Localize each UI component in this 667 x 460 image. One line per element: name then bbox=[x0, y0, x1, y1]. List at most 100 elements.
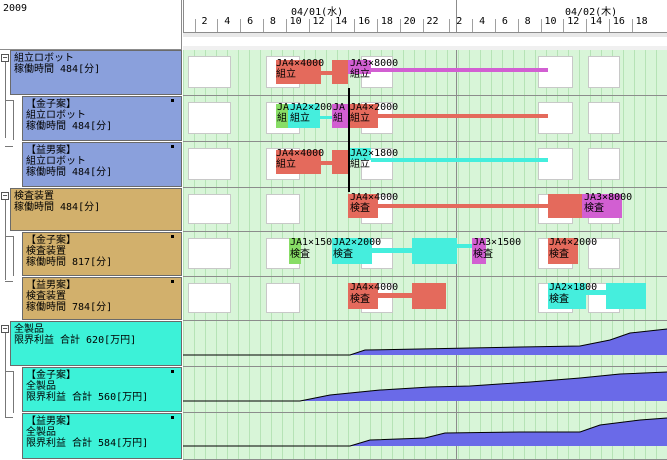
grid-line bbox=[194, 367, 195, 412]
non-working-block bbox=[538, 102, 573, 134]
task-bar-ja3[interactable] bbox=[332, 104, 348, 128]
grid-line bbox=[194, 413, 195, 459]
grid-line bbox=[183, 367, 184, 412]
time-cursor[interactable] bbox=[348, 88, 350, 192]
grid-line bbox=[304, 277, 305, 320]
hour-tick bbox=[631, 19, 633, 32]
task-link[interactable] bbox=[372, 248, 412, 253]
grid-line bbox=[513, 188, 514, 231]
row-label-masuo-assembly[interactable]: 【益男案】 組立ロボット 稼働時間 484[分] bbox=[22, 142, 182, 187]
grid-line bbox=[227, 367, 228, 412]
tree-line bbox=[5, 417, 13, 418]
timeline-row[interactable] bbox=[183, 50, 667, 96]
hour-tick bbox=[472, 19, 474, 32]
collapse-toggle[interactable]: − bbox=[1, 324, 9, 333]
grid-line bbox=[623, 188, 624, 231]
grid-line bbox=[282, 321, 283, 366]
row-label-kaneko-profit[interactable]: 【金子案】 全製品 限界利益 合計 560[万円] bbox=[22, 367, 182, 412]
grid-line bbox=[326, 277, 327, 320]
grid-line bbox=[403, 188, 404, 231]
profit-line-kaneko bbox=[183, 371, 667, 402]
task-bar-ja3[interactable] bbox=[348, 60, 371, 74]
row-label-line: 【益男案】 bbox=[26, 416, 76, 427]
task-bar-ja4[interactable] bbox=[412, 283, 446, 309]
task-bar-ja3-tail[interactable] bbox=[371, 68, 548, 72]
task-link[interactable] bbox=[321, 161, 332, 165]
row-label-inspection[interactable]: 検査装置 稼働時間 484[分] bbox=[10, 188, 182, 231]
task-label: JA4×4000 bbox=[276, 148, 325, 159]
grid-line bbox=[645, 188, 646, 231]
tree-line bbox=[5, 146, 13, 147]
grid-line bbox=[502, 142, 503, 187]
grid-line bbox=[403, 96, 404, 141]
row-label-masuo-profit[interactable]: 【益男案】 全製品 限界利益 合計 584[万円] bbox=[22, 413, 182, 459]
grid-line bbox=[337, 413, 338, 459]
hour-tick-label: 8 bbox=[269, 16, 276, 27]
tree-line bbox=[5, 371, 13, 372]
task-bar-ja1[interactable] bbox=[276, 104, 288, 128]
grid-line bbox=[414, 413, 415, 459]
task-link[interactable] bbox=[378, 293, 412, 298]
task-bar-ja4[interactable] bbox=[548, 238, 578, 264]
task-bar-ja2-tail[interactable] bbox=[371, 158, 548, 162]
grid-line bbox=[271, 367, 272, 412]
task-bar-ja4[interactable] bbox=[276, 150, 321, 174]
collapse-toggle[interactable]: − bbox=[1, 53, 9, 62]
task-label: 検査 bbox=[333, 249, 353, 260]
row-label-assembly-robot[interactable]: 組立ロボット 稼働時間 484[分] bbox=[10, 50, 182, 95]
grid-line bbox=[458, 96, 459, 141]
row-label-line: 全製品 bbox=[14, 324, 44, 335]
task-bar-ja4[interactable] bbox=[276, 60, 321, 84]
row-label-masuo-inspection[interactable]: 【益男案】 検査装置 稼働時間 784[分] bbox=[22, 277, 182, 320]
task-bar-ja1[interactable] bbox=[289, 238, 301, 264]
row-label-kaneko-inspection[interactable]: 【金子案】 検査装置 稼働時間 817[分] bbox=[22, 232, 182, 276]
timeline-row[interactable] bbox=[183, 321, 667, 367]
grid-line bbox=[271, 413, 272, 459]
task-link[interactable] bbox=[457, 244, 472, 248]
row-label-all-products[interactable]: 全製品 限界利益 合計 620[万円] bbox=[10, 321, 182, 366]
tree-line bbox=[5, 60, 6, 138]
grid-line bbox=[491, 142, 492, 187]
hour-tick-label: 20 bbox=[403, 16, 416, 27]
task-bar-ja2[interactable] bbox=[332, 238, 372, 264]
task-bar-ja4[interactable] bbox=[348, 283, 378, 309]
tree-line bbox=[5, 331, 6, 417]
task-bar-ja4-tail[interactable] bbox=[378, 114, 548, 118]
grid-line bbox=[480, 96, 481, 141]
grid-line bbox=[216, 367, 217, 412]
grid-line bbox=[249, 50, 250, 95]
task-bar-ja4[interactable] bbox=[548, 194, 582, 218]
grid-line bbox=[480, 321, 481, 366]
grid-line bbox=[623, 96, 624, 141]
task-bar-ja4[interactable] bbox=[332, 150, 348, 174]
task-label: 検査 bbox=[549, 249, 569, 260]
task-bar-ja2[interactable] bbox=[606, 283, 646, 309]
timeline-row[interactable] bbox=[183, 142, 667, 188]
task-bar-ja4-tail[interactable] bbox=[378, 204, 548, 208]
grid-line bbox=[502, 232, 503, 276]
task-bar-ja3[interactable] bbox=[582, 194, 622, 218]
collapse-toggle[interactable]: − bbox=[1, 191, 9, 200]
task-bar-ja2[interactable] bbox=[348, 148, 371, 160]
task-bar-ja4[interactable] bbox=[348, 104, 378, 128]
grid-line bbox=[260, 232, 261, 276]
grid-line bbox=[524, 188, 525, 231]
task-bar-ja2[interactable] bbox=[288, 104, 320, 128]
task-link[interactable] bbox=[320, 116, 332, 119]
task-bar-ja3[interactable] bbox=[472, 238, 486, 264]
row-label-line: 組立ロボット bbox=[14, 53, 74, 64]
task-link[interactable] bbox=[586, 290, 606, 295]
task-bar-ja2[interactable] bbox=[548, 283, 586, 309]
grid-line bbox=[414, 50, 415, 95]
grid-line bbox=[238, 96, 239, 141]
task-label: JA bbox=[277, 102, 290, 113]
task-label: 検査 bbox=[584, 203, 604, 214]
task-bar-ja4[interactable] bbox=[348, 194, 378, 218]
row-label-line: 【金子案】 bbox=[26, 99, 76, 110]
row-label-kaneko-assembly[interactable]: 【金子案】 組立ロボット 稼働時間 484[分] bbox=[22, 96, 182, 141]
task-label: 検査 bbox=[290, 249, 310, 260]
task-bar-ja2[interactable] bbox=[412, 238, 457, 264]
timeline-row[interactable] bbox=[183, 96, 667, 142]
task-bar-ja4[interactable] bbox=[332, 60, 348, 84]
